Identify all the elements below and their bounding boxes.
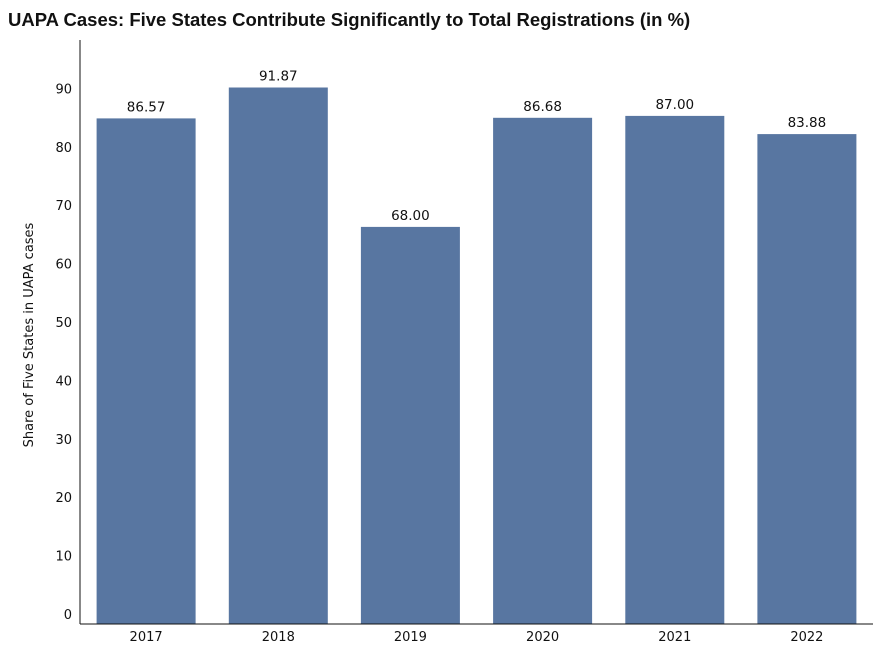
value-label-2018: 91.87 — [259, 69, 298, 85]
x-axis-ticks: 2017 2018 2019 2020 2021 2022 — [130, 630, 824, 645]
x-tick-label-2018: 2018 — [262, 630, 295, 645]
value-labels-group: 86.57 91.87 68.00 86.68 87.00 83.88 — [127, 69, 826, 224]
bar-2019 — [360, 226, 460, 624]
bar-2020 — [493, 117, 593, 625]
y-tick-label-90: 90 — [55, 82, 72, 97]
y-tick-label-50: 50 — [55, 316, 72, 331]
x-tick-label-2020: 2020 — [526, 630, 559, 645]
y-tick-label-70: 70 — [55, 199, 72, 214]
x-tick-label-2021: 2021 — [658, 630, 691, 645]
bar-2022 — [757, 134, 857, 624]
bar-2021 — [625, 115, 725, 625]
y-tick-label-80: 80 — [55, 141, 72, 156]
y-tick-label-10: 10 — [55, 550, 72, 565]
value-label-2019: 68.00 — [391, 208, 430, 224]
y-tick-label-30: 30 — [55, 433, 72, 448]
x-tick-label-2017: 2017 — [130, 630, 163, 645]
y-tick-label-40: 40 — [55, 374, 72, 389]
y-tick-label-0: 0 — [64, 608, 72, 623]
value-label-2017: 86.57 — [127, 99, 166, 115]
x-tick-label-2022: 2022 — [790, 630, 823, 645]
y-tick-label-60: 60 — [55, 258, 72, 273]
value-label-2021: 87.00 — [655, 97, 694, 113]
bars-group — [96, 87, 857, 625]
chart-title: UAPA Cases: Five States Contribute Signi… — [8, 9, 691, 30]
bar-2017 — [96, 118, 196, 625]
value-label-2022: 83.88 — [788, 115, 827, 131]
y-tick-label-20: 20 — [55, 491, 72, 506]
y-axis-title: Share of Five States in UAPA cases — [22, 222, 37, 447]
bar-2018 — [228, 87, 328, 624]
x-tick-label-2019: 2019 — [394, 630, 427, 645]
y-axis-ticks: 0 10 20 30 40 50 60 70 80 90 — [55, 82, 72, 623]
value-label-2020: 86.68 — [523, 99, 562, 115]
